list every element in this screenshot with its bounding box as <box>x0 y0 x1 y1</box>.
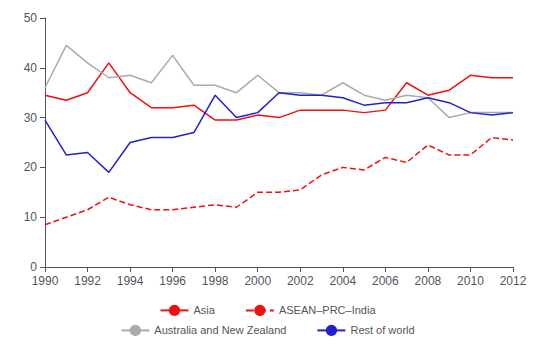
svg-text:ASEAN–PRC–India: ASEAN–PRC–India <box>279 304 376 316</box>
svg-text:Asia: Asia <box>193 304 215 316</box>
svg-text:40: 40 <box>24 61 38 75</box>
svg-text:1992: 1992 <box>74 274 101 288</box>
svg-text:Rest of world: Rest of world <box>350 324 414 336</box>
svg-text:2006: 2006 <box>372 274 399 288</box>
svg-text:30: 30 <box>24 111 38 125</box>
svg-text:50: 50 <box>24 11 38 25</box>
svg-text:2012: 2012 <box>500 274 527 288</box>
svg-text:1990: 1990 <box>32 274 59 288</box>
svg-text:Australia and New Zealand: Australia and New Zealand <box>154 324 286 336</box>
svg-text:0: 0 <box>30 260 37 274</box>
svg-text:2004: 2004 <box>329 274 356 288</box>
svg-text:2002: 2002 <box>287 274 314 288</box>
svg-text:10: 10 <box>24 210 38 224</box>
svg-text:2000: 2000 <box>244 274 271 288</box>
svg-text:2008: 2008 <box>415 274 442 288</box>
svg-text:20: 20 <box>24 160 38 174</box>
svg-text:1994: 1994 <box>117 274 144 288</box>
svg-text:1996: 1996 <box>159 274 186 288</box>
svg-text:2010: 2010 <box>457 274 484 288</box>
svg-text:1998: 1998 <box>202 274 229 288</box>
